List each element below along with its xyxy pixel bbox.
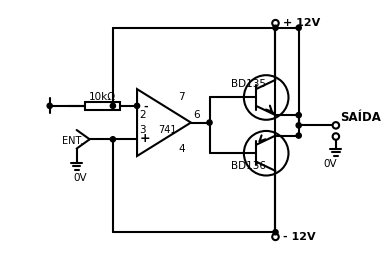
Circle shape [296, 133, 301, 138]
Text: 0V: 0V [323, 159, 337, 169]
Circle shape [333, 122, 339, 129]
Text: -: - [143, 102, 148, 112]
Circle shape [134, 103, 140, 108]
Circle shape [207, 120, 212, 125]
Circle shape [296, 25, 301, 30]
Text: 4: 4 [178, 144, 185, 154]
Text: 2: 2 [139, 110, 146, 120]
Text: BD135: BD135 [231, 80, 266, 89]
Circle shape [296, 123, 301, 128]
Text: 6: 6 [193, 110, 200, 120]
Circle shape [47, 103, 52, 108]
Text: SAÍDA: SAÍDA [340, 112, 382, 125]
Circle shape [272, 233, 279, 240]
Text: +: + [140, 132, 151, 145]
Text: + 12V: + 12V [283, 18, 320, 28]
Text: 7: 7 [178, 92, 185, 102]
Text: 0V: 0V [74, 173, 87, 183]
Text: BD136: BD136 [231, 161, 266, 171]
Text: 10kΩ: 10kΩ [89, 92, 116, 102]
Text: - 12V: - 12V [283, 232, 316, 242]
Circle shape [110, 103, 115, 108]
Circle shape [110, 137, 115, 142]
Text: 3: 3 [139, 125, 146, 135]
Circle shape [296, 113, 301, 118]
Circle shape [273, 25, 278, 30]
Circle shape [272, 20, 279, 27]
Circle shape [273, 230, 278, 235]
Bar [85, 102, 120, 109]
Text: 741: 741 [159, 125, 177, 135]
Text: ENT.: ENT. [62, 136, 83, 146]
Circle shape [333, 133, 339, 140]
